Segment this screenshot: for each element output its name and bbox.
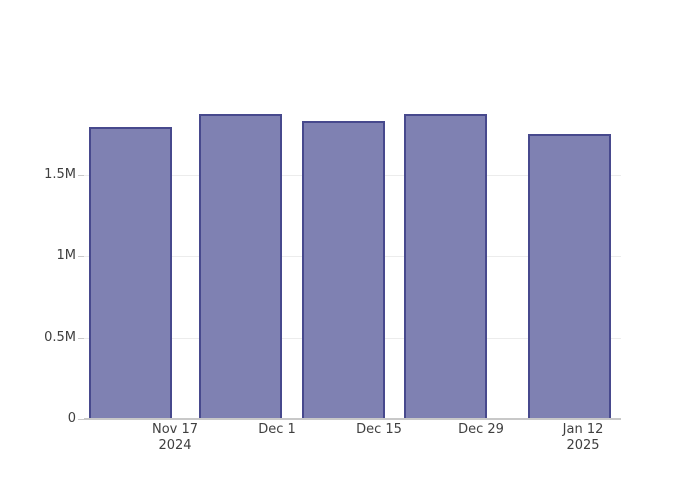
x-tick-label: Nov 17 2024 xyxy=(151,422,199,453)
y-tick-label: 0.5M xyxy=(44,329,76,345)
bar-3[interactable] xyxy=(302,120,385,419)
x-tick-label: Dec 29 xyxy=(458,422,504,437)
bar-2[interactable] xyxy=(199,114,282,419)
y-tick-label: 0 xyxy=(67,411,76,426)
bar-4[interactable] xyxy=(404,114,487,419)
y-tick-mark xyxy=(78,419,84,420)
x-axis-line xyxy=(84,418,621,420)
y-tick-label: 1M xyxy=(56,248,77,263)
y-tick-mark xyxy=(78,175,84,176)
bar-1[interactable] xyxy=(89,127,172,419)
bar-5[interactable] xyxy=(527,133,611,419)
x-tick-label: Dec 1 xyxy=(258,422,296,437)
y-tick-label: 1.5M xyxy=(44,166,76,182)
x-tick-label: Dec 15 xyxy=(356,422,402,437)
y-tick-mark xyxy=(78,338,84,339)
y-tick-mark xyxy=(78,256,84,257)
x-tick-label: Jan 12 2025 xyxy=(562,422,604,453)
